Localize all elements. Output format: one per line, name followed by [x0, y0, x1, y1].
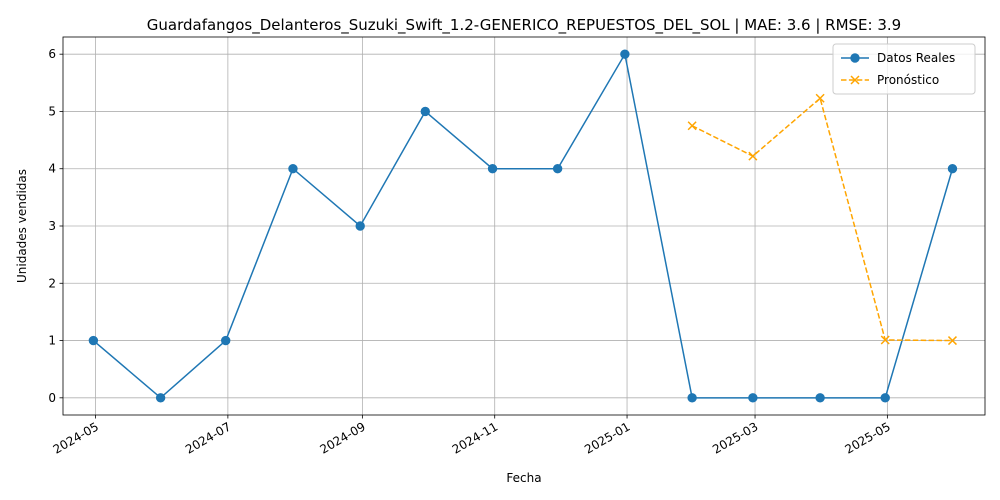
legend-box	[832, 43, 976, 95]
data-point	[88, 335, 99, 346]
legend-item: Datos Reales	[841, 51, 955, 65]
series-line-1	[691, 96, 953, 342]
y-tick-label: 6	[48, 47, 56, 61]
y-tick-label: 5	[48, 104, 56, 118]
data-point	[815, 393, 825, 403]
tick-layer: 0 1 2 3 4 5 6 2024-05 2024-07 2024-09 2024-11 2025-…	[48, 47, 893, 456]
data-point	[947, 336, 957, 346]
data-point	[288, 164, 298, 174]
data-point	[748, 151, 758, 161]
legend-item: Pronóstico	[841, 73, 939, 87]
data-point	[748, 393, 758, 403]
y-tick-label: 4	[48, 162, 56, 176]
chart-title: Guardafangos_Delanteros_Suzuki_Swift_1.2…	[147, 16, 901, 35]
data-point	[880, 335, 890, 345]
data-point	[687, 121, 697, 131]
data-point	[620, 49, 630, 59]
x-tick-label: 2024-07	[183, 419, 233, 456]
series-layer	[88, 49, 958, 403]
x-tick-label: 2025-01	[582, 419, 632, 456]
series-1	[687, 93, 957, 346]
data-point	[687, 393, 697, 403]
data-point	[815, 93, 825, 103]
series-0	[88, 49, 958, 403]
data-point	[420, 106, 430, 117]
y-tick-label: 3	[48, 219, 56, 233]
data-point	[947, 164, 958, 174]
y-tick-label: 0	[48, 391, 56, 405]
y-axis-label: Unidades vendidas	[15, 169, 29, 283]
x-tick-label: 2024-11	[450, 419, 500, 456]
data-point	[355, 221, 365, 231]
x-tick-label: 2024-09	[317, 419, 367, 456]
y-tick-label: 2	[48, 276, 56, 290]
x-axis-label: Fecha	[506, 471, 541, 485]
data-point	[221, 335, 231, 346]
data-point	[155, 393, 166, 403]
series-line-0	[92, 52, 954, 399]
data-point	[552, 164, 563, 174]
x-tick-label: 2025-03	[710, 419, 760, 456]
data-point	[487, 164, 498, 174]
legend: Datos Reales Pronóstico	[832, 43, 976, 95]
legend-label: Datos Reales	[877, 51, 955, 65]
legend-marker	[850, 75, 860, 85]
legend-label: Pronóstico	[877, 73, 939, 87]
y-tick-label: 1	[48, 334, 56, 348]
x-tick-label: 2024-05	[51, 419, 101, 456]
legend-marker	[850, 53, 860, 63]
x-tick-label: 2025-05	[842, 419, 892, 456]
data-point	[880, 393, 890, 403]
